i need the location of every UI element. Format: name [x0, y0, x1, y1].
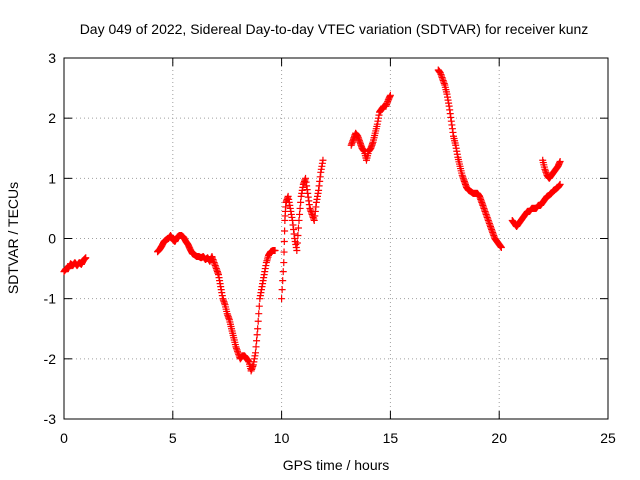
data-point [280, 259, 288, 267]
data-point [278, 295, 286, 303]
data-points [60, 66, 564, 375]
data-point [497, 244, 505, 252]
data-point [280, 238, 288, 246]
data-point [556, 157, 564, 165]
y-axis-label: SDTVAR / TECUs [5, 182, 21, 294]
x-tick-label: 5 [169, 430, 177, 446]
data-point [255, 302, 263, 310]
data-point [253, 337, 261, 345]
y-tick-label: -2 [44, 351, 57, 367]
axis-ticks [63, 57, 609, 420]
y-tick-labels: -3 -2 -1 0 1 2 3 [44, 50, 57, 427]
data-point [280, 248, 288, 256]
data-point [255, 310, 263, 318]
x-tick-label: 0 [60, 430, 68, 446]
x-tick-label: 25 [600, 430, 616, 446]
data-point [296, 210, 304, 218]
data-point [278, 286, 286, 294]
data-point [294, 224, 302, 232]
data-point [254, 325, 262, 333]
x-tick-label: 20 [491, 430, 507, 446]
chart-title: Day 049 of 2022, Sidereal Day-to-day VTE… [80, 21, 589, 37]
data-point [252, 343, 260, 351]
data-point [386, 91, 394, 99]
data-point [271, 247, 279, 255]
y-tick-label: 1 [48, 170, 56, 186]
y-tick-label: -3 [44, 411, 57, 427]
data-point [295, 216, 303, 224]
data-point [254, 317, 262, 325]
data-point [294, 231, 302, 239]
y-tick-label: -1 [44, 291, 57, 307]
x-axis-label: GPS time / hours [283, 457, 390, 473]
grid-lines [64, 58, 608, 419]
data-point [281, 227, 289, 235]
data-point [293, 239, 301, 247]
data-point [279, 268, 287, 276]
y-tick-label: 2 [48, 110, 56, 126]
data-point [279, 277, 287, 285]
data-point [319, 156, 327, 164]
x-tick-label: 15 [383, 430, 399, 446]
x-tick-labels: 0 5 10 15 20 25 [60, 430, 616, 446]
data-point [297, 198, 305, 206]
data-point [556, 180, 564, 188]
x-tick-label: 10 [274, 430, 290, 446]
data-point [293, 247, 301, 255]
data-point [82, 254, 90, 262]
data-point [253, 331, 261, 339]
y-tick-label: 0 [48, 231, 56, 247]
data-point [296, 204, 304, 212]
y-tick-label: 3 [48, 50, 56, 66]
data-point [251, 349, 259, 357]
